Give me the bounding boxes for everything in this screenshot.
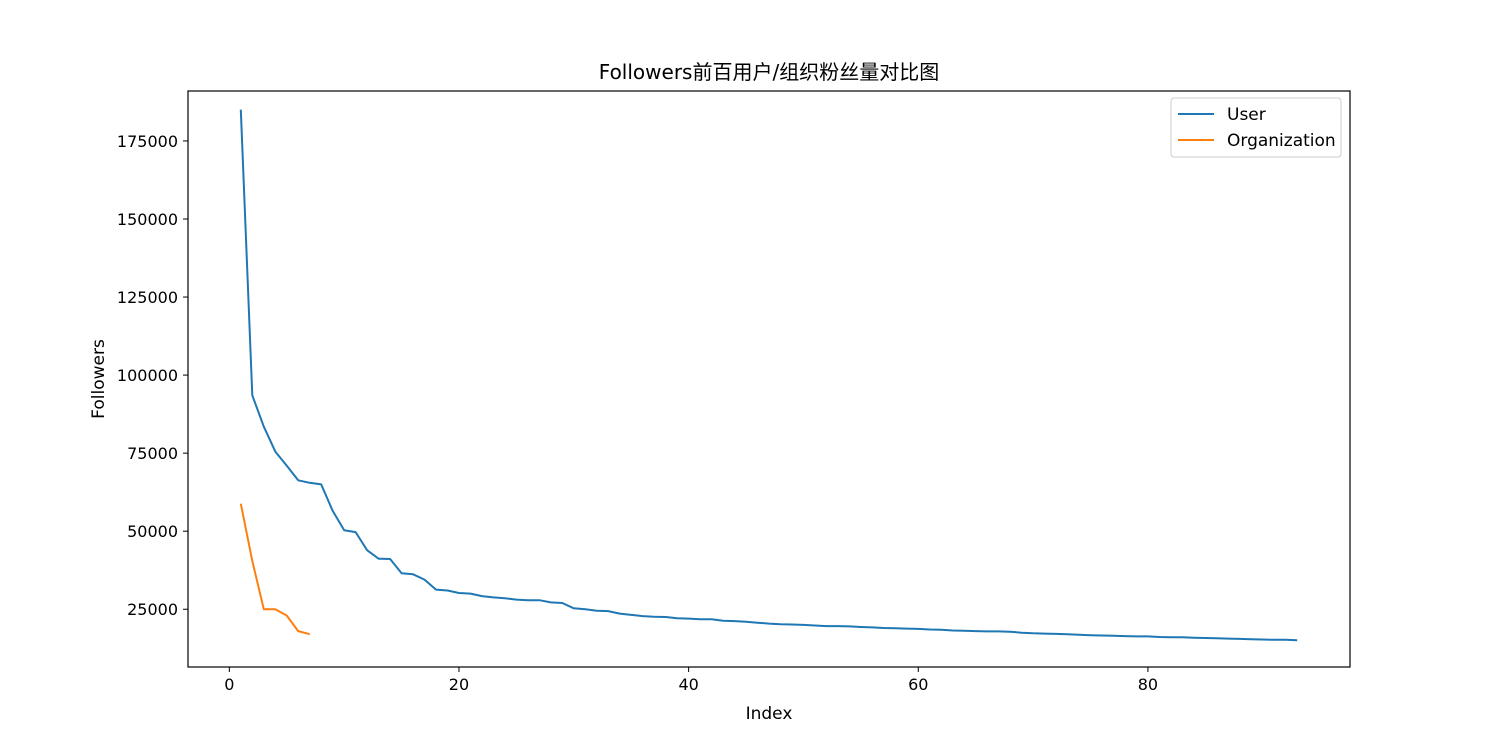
series-line-user (239, 109, 1298, 642)
x-tick-label: 80 (1138, 675, 1158, 694)
series-line-organization (239, 503, 310, 636)
y-tick-label: 150000 (117, 210, 178, 229)
y-tick-label: 100000 (117, 366, 178, 385)
legend-label-organization: Organization (1227, 131, 1336, 151)
series-group (239, 109, 1298, 642)
y-tick-label: 125000 (117, 288, 178, 307)
legend: User Organization (1170, 97, 1342, 158)
y-tick-label: 75000 (127, 444, 178, 463)
x-tick-label: 0 (224, 675, 234, 694)
legend-label-user: User (1227, 105, 1266, 125)
chart-title: Followers前百用户/组织粉丝量对比图 (599, 60, 939, 84)
y-tick-label: 50000 (127, 522, 178, 541)
plot-frame (187, 90, 1351, 668)
y-axis-label: Followers (89, 339, 109, 419)
x-axis-label: Index (746, 704, 793, 724)
y-tick-label: 175000 (117, 132, 178, 151)
x-axis: 0 20 40 60 80 (224, 667, 1158, 694)
y-tick-label: 25000 (127, 600, 178, 619)
x-tick-label: 60 (908, 675, 928, 694)
x-tick-label: 40 (678, 675, 698, 694)
x-tick-label: 20 (449, 675, 469, 694)
y-axis: 25000 50000 75000 100000 125000 150000 175000 (117, 132, 188, 619)
legend-box (1170, 97, 1342, 158)
